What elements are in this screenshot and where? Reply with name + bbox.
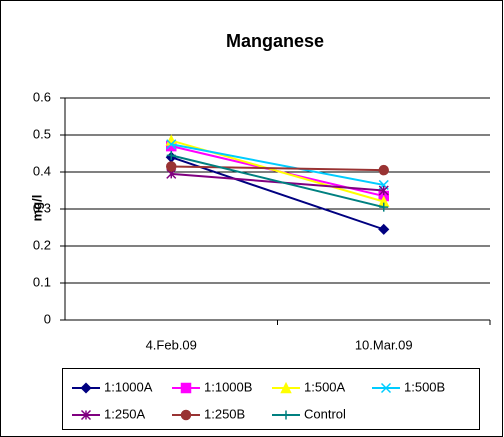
marker	[378, 185, 389, 196]
legend-label: Control	[304, 406, 346, 421]
marker	[378, 164, 390, 176]
legend-label: 1:1000B	[204, 379, 252, 394]
y-tick-label: 0.6	[33, 89, 51, 104]
marker	[380, 382, 392, 394]
y-tick-label: 0.5	[33, 126, 51, 141]
series-line	[170, 156, 385, 231]
marker	[80, 382, 92, 394]
y-tick-label: 0.2	[33, 237, 51, 252]
legend-label: 1:1000A	[104, 379, 153, 394]
x-tick-label: 4.Feb.09	[146, 337, 197, 352]
marker	[378, 223, 390, 235]
legend-label: 1:500B	[404, 379, 445, 394]
marker	[166, 150, 176, 160]
marker	[281, 410, 291, 420]
marker	[180, 409, 192, 421]
marker	[165, 161, 177, 172]
marker	[166, 139, 177, 150]
series-line	[171, 143, 384, 186]
legend-label: 1:500A	[304, 379, 346, 394]
y-tick-label: 0.3	[33, 200, 51, 215]
chart-title: Manganese	[226, 31, 324, 51]
y-axis-label: mg/l	[29, 195, 44, 222]
y-tick-label: 0	[44, 311, 51, 326]
marker	[280, 381, 292, 394]
series-line	[171, 165, 384, 172]
legend-label: 1:250B	[204, 406, 245, 421]
marker	[379, 202, 389, 212]
y-tick-label: 0.4	[33, 163, 51, 178]
y-tick-label: 0.1	[33, 274, 51, 289]
marker	[80, 409, 92, 421]
legend-box	[62, 368, 480, 430]
marker	[180, 382, 192, 394]
legend-label: 1:250A	[104, 406, 146, 421]
series-line	[171, 154, 384, 209]
x-tick-label: 10.Mar.09	[355, 337, 413, 352]
